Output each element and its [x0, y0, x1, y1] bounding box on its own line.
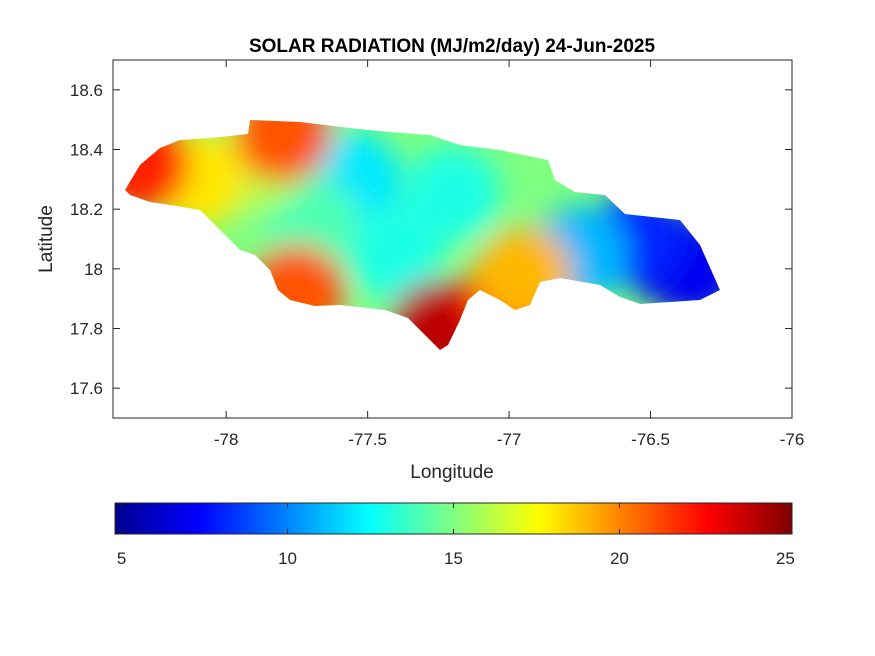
colorbar-tick-label: 20 — [610, 549, 629, 568]
y-tick-label: 17.8 — [70, 320, 103, 339]
colorbar-ticks: 5 10 15 20 25 — [117, 503, 795, 568]
heatmap-cell-11 — [234, 120, 331, 183]
colorbar-tick-label: 25 — [776, 549, 795, 568]
y-tick-label: 18.2 — [70, 200, 103, 219]
y-tick-label: 18.6 — [70, 81, 103, 100]
y-tick-label: 17.6 — [70, 379, 103, 398]
x-tick-label: -78 — [214, 430, 239, 449]
x-axis-label: Longitude — [410, 462, 493, 483]
x-tick-label: -77.5 — [348, 430, 387, 449]
y-tick-label: 18 — [84, 260, 103, 279]
x-axis: -78 -77.5 -77 -76.5 -76 — [214, 60, 804, 449]
colorbar-tick-label: 10 — [278, 549, 297, 568]
chart-title: SOLAR RADIATION (MJ/m2/day) 24-Jun-2025 — [249, 36, 656, 57]
y-tick-label: 18.4 — [70, 141, 103, 160]
x-tick-label: -77 — [497, 430, 522, 449]
y-axis-label: Latitude — [36, 205, 57, 273]
heatmap-cell-5 — [404, 146, 501, 243]
colorbar-tick-label: 5 — [117, 549, 126, 568]
heatmap-cell-6 — [347, 205, 444, 302]
x-tick-label: -76 — [780, 430, 805, 449]
y-axis: 17.6 17.8 18 18.2 18.4 18.6 — [70, 81, 792, 398]
x-tick-label: -76.5 — [631, 430, 670, 449]
colorbar — [114, 502, 793, 535]
colorbar-tick-label: 15 — [444, 549, 463, 568]
